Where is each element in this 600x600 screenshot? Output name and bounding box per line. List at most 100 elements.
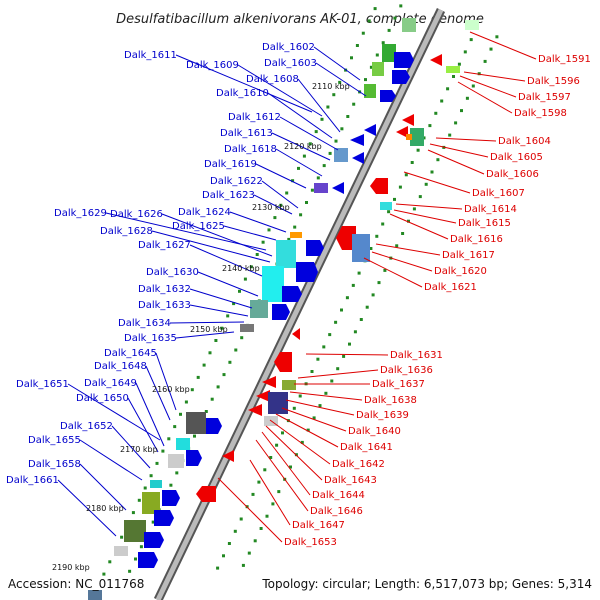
- leader-line: [175, 331, 235, 339]
- feature-block: [364, 84, 376, 98]
- gc-dot: [269, 456, 273, 459]
- gene-arrow-reverse: [248, 404, 262, 416]
- gc-dot: [465, 96, 469, 100]
- gene-label-reverse: Dalk_1591: [538, 54, 591, 65]
- gc-dot: [202, 363, 206, 367]
- leader-line: [151, 230, 271, 263]
- gc-dot: [495, 35, 499, 39]
- gene-arrow-forward: [364, 124, 376, 136]
- leader-line: [275, 413, 339, 448]
- gene-arrow-reverse: [256, 390, 270, 402]
- gc-dot: [108, 560, 112, 564]
- gene-label-forward: Dalk_1609: [186, 60, 239, 71]
- gc-dot: [446, 87, 450, 91]
- gc-dot: [277, 490, 281, 494]
- gene-label-forward: Dalk_1661: [6, 475, 59, 486]
- gene-label-reverse: Dalk_1639: [356, 410, 409, 421]
- gc-dot: [489, 47, 493, 51]
- gc-dot: [273, 216, 277, 220]
- gc-dot: [251, 492, 255, 496]
- gc-dot: [430, 170, 434, 174]
- gene-arrow-forward: [144, 532, 164, 548]
- gc-dot: [257, 480, 261, 484]
- gc-dot: [263, 468, 267, 472]
- reverse-gene-labels: Dalk_1591 Dalk_1596 Dalk_1597 Dalk_1598 Dalk…: [284, 54, 591, 548]
- gc-dot: [393, 197, 396, 201]
- gc-dot: [227, 542, 231, 545]
- label-leader-lines: [57, 31, 537, 543]
- gc-dot: [193, 434, 196, 438]
- feature-block: [276, 240, 296, 268]
- gc-dot: [240, 336, 244, 340]
- gene-arrow-reverse: [396, 126, 408, 138]
- gc-dot: [326, 105, 330, 109]
- leader-line: [237, 64, 323, 117]
- feature-block: [268, 392, 288, 414]
- gc-dot: [369, 247, 373, 250]
- feature-block: [186, 412, 206, 434]
- gc-dot: [247, 551, 251, 555]
- leader-line: [297, 369, 379, 379]
- feature-block: [446, 66, 460, 73]
- gene-label-forward: Dalk_1608: [246, 74, 299, 85]
- gc-dot: [407, 219, 410, 223]
- gene-label-reverse: Dalk_1620: [434, 266, 487, 277]
- gene-label-reverse: Dalk_1642: [332, 459, 385, 470]
- gene-label-forward: Dalk_1626: [110, 209, 163, 220]
- feature-block: [262, 266, 284, 302]
- genome-summary-label: Topology: circular; Length: 6,517,073 bp…: [261, 577, 592, 591]
- gc-dot: [222, 373, 226, 377]
- gc-dot: [324, 391, 328, 395]
- gc-dot: [232, 302, 236, 306]
- gc-dot: [208, 351, 212, 355]
- gene-label-forward: Dalk_1632: [138, 284, 191, 295]
- gene-label-reverse: Dalk_1604: [498, 136, 551, 147]
- gc-dot: [381, 222, 385, 226]
- genome-backbone-highlight: [155, 8, 444, 600]
- gc-dot: [184, 400, 188, 404]
- gc-dot: [401, 232, 405, 235]
- leader-line: [265, 425, 323, 481]
- gene-arrow-reverse: [292, 328, 300, 340]
- gc-dot: [316, 357, 320, 361]
- forward-gene-labels: Dalk_1602 Dalk_1611 Dalk_1603 Dalk_1609 Dalk…: [6, 42, 317, 486]
- feature-block: [168, 454, 184, 468]
- gene-features: [88, 18, 479, 600]
- gc-dot: [457, 62, 461, 66]
- leader-line: [313, 46, 361, 81]
- feature-block: [352, 234, 370, 262]
- leader-line: [67, 383, 161, 441]
- gene-label-forward: Dalk_1630: [146, 267, 199, 278]
- gc-dot: [167, 437, 171, 441]
- gc-dot: [320, 117, 324, 121]
- leader-line: [371, 251, 433, 272]
- feature-block: [380, 202, 392, 210]
- gc-dot: [226, 314, 230, 318]
- gc-dot: [179, 412, 182, 416]
- gene-label-forward: Dalk_1603: [264, 58, 317, 69]
- gc-dot: [477, 72, 481, 76]
- gc-dot: [469, 38, 473, 42]
- leader-line: [255, 163, 307, 189]
- gc-dot: [253, 539, 257, 543]
- gene-label-forward: Dalk_1629: [54, 208, 107, 219]
- feature-block: [124, 520, 146, 542]
- leader-line: [261, 431, 311, 496]
- leader-line: [279, 116, 339, 151]
- gene-arrow-forward: [138, 552, 158, 568]
- feature-block: [282, 380, 296, 390]
- leader-line: [285, 399, 355, 416]
- leader-line: [457, 81, 513, 114]
- gc-dot: [300, 440, 304, 444]
- gene-arrow-forward: [394, 52, 414, 68]
- gene-arrow-forward: [154, 510, 174, 526]
- gc-dot: [310, 188, 314, 192]
- gc-dot: [285, 191, 289, 195]
- gc-dot: [412, 207, 416, 211]
- gc-dot: [120, 535, 124, 539]
- gc-dot: [440, 99, 444, 103]
- leader-line: [229, 211, 287, 233]
- leader-line: [375, 243, 441, 256]
- gc-dot: [383, 268, 387, 272]
